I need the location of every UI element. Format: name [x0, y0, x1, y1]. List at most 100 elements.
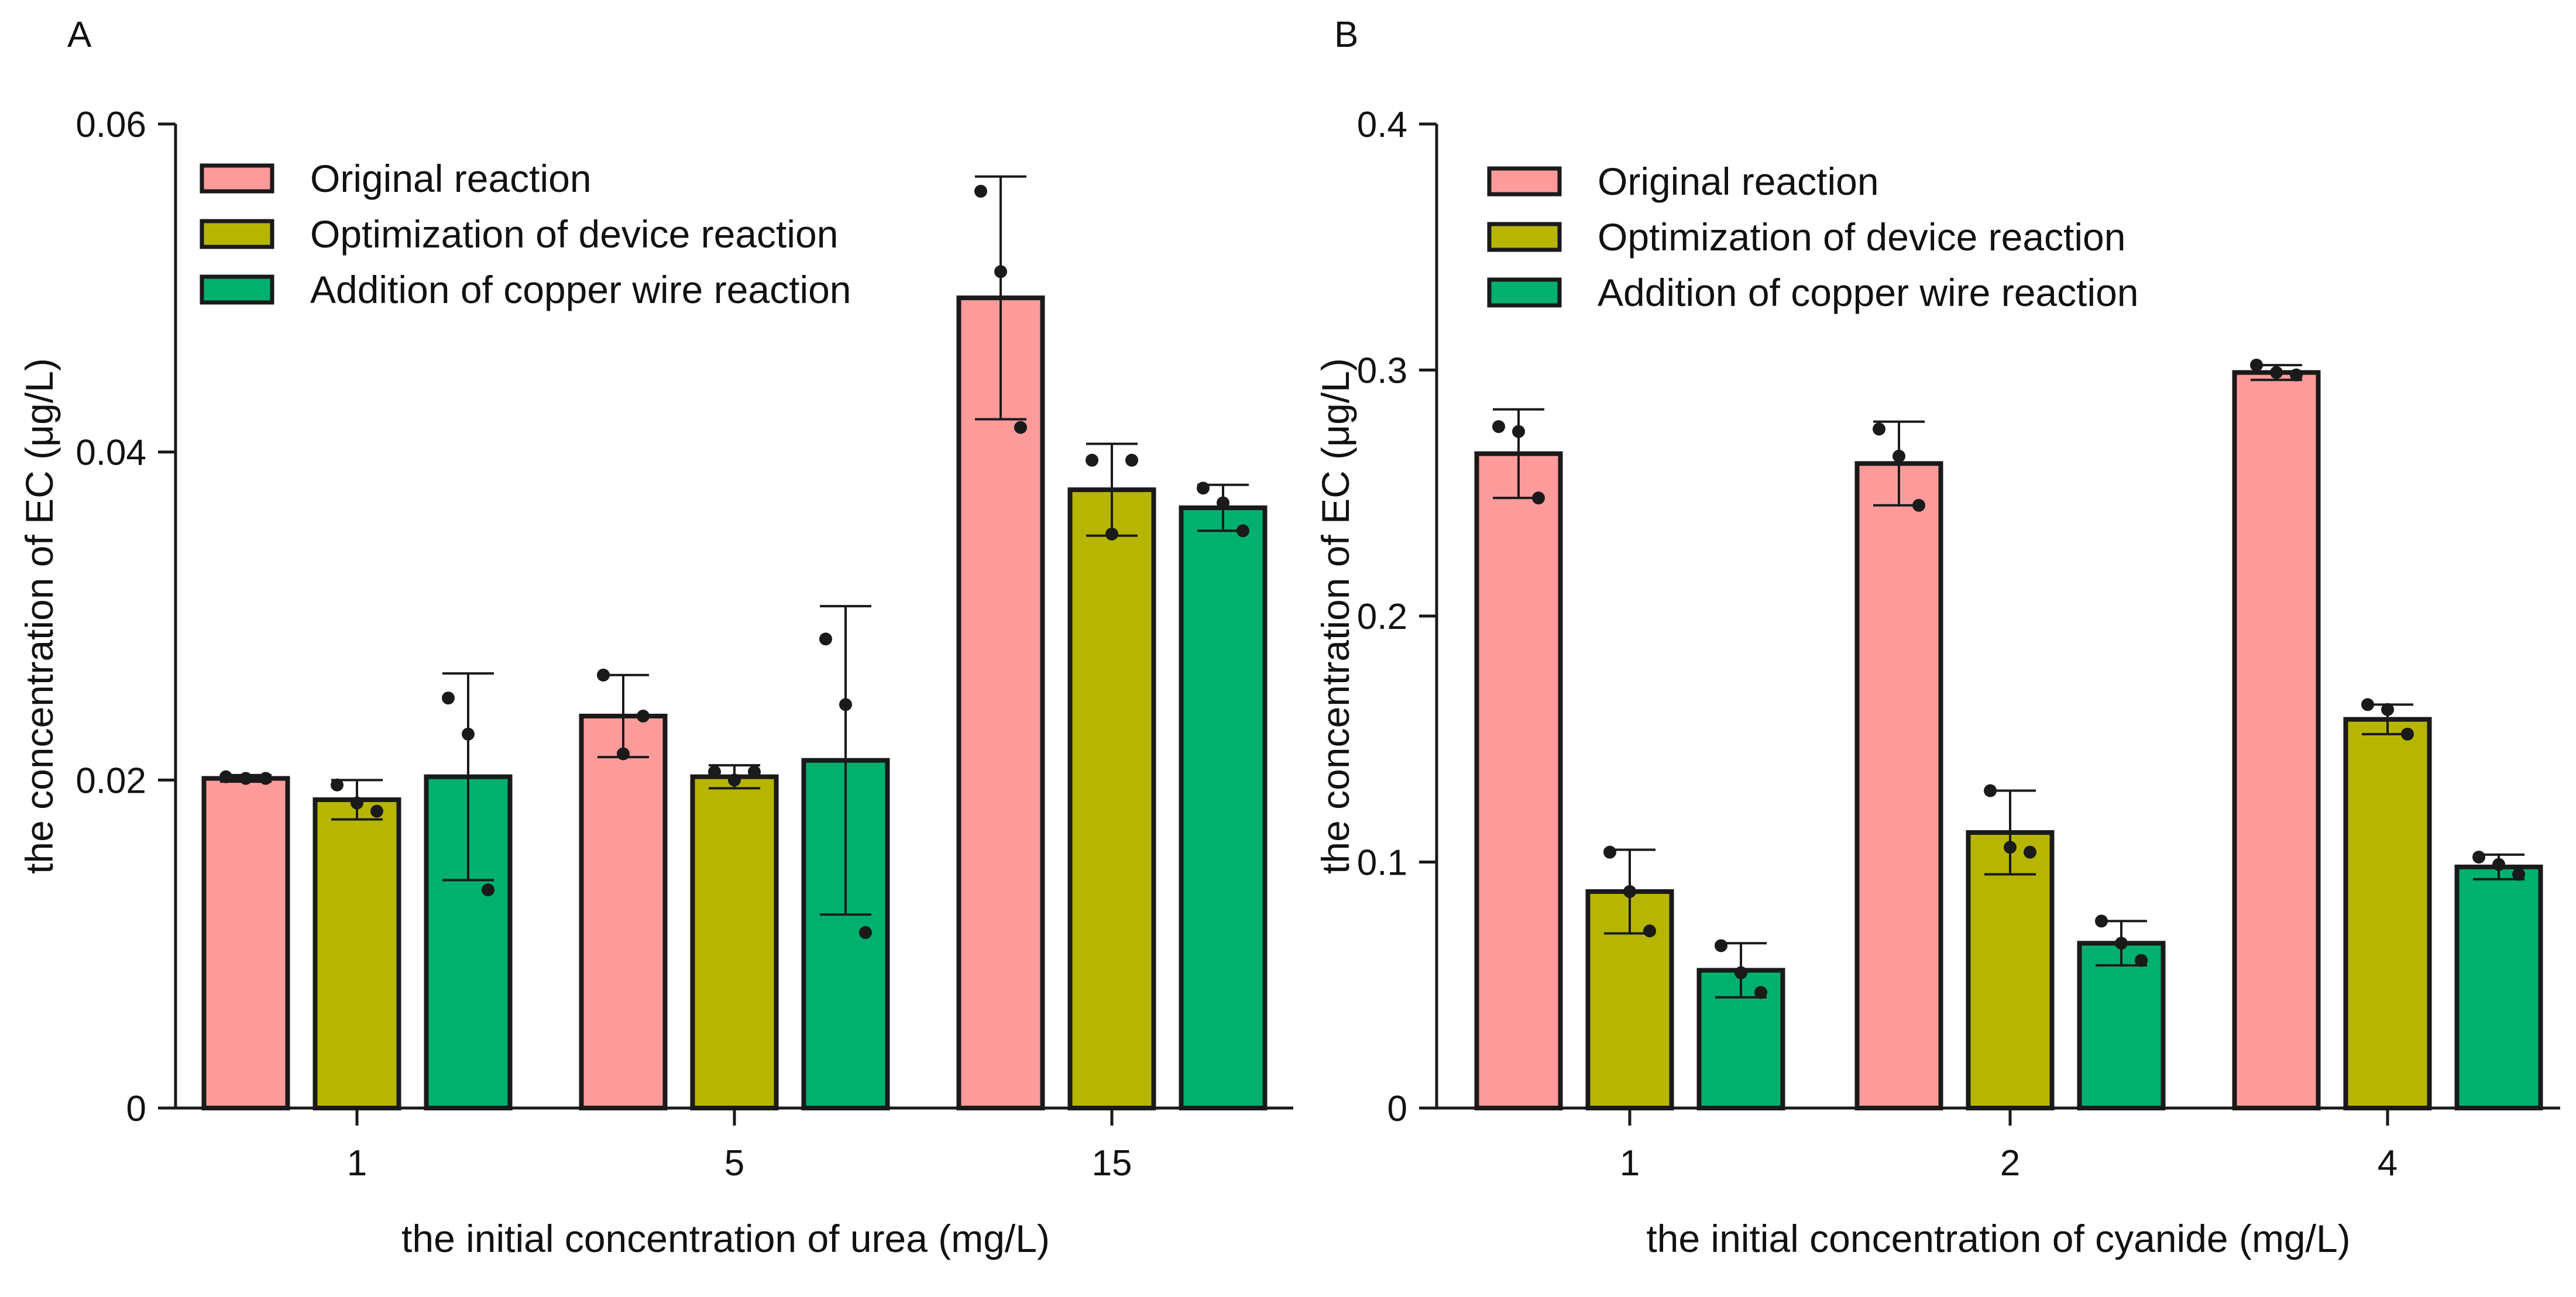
bar: [1179, 505, 1268, 1110]
x-tick-label: 1: [347, 1143, 367, 1184]
data-point: [370, 804, 383, 818]
bar: [2232, 370, 2321, 1111]
data-point: [331, 778, 344, 792]
data-point: [1237, 524, 1249, 538]
bar: [579, 714, 668, 1110]
data-point: [974, 184, 987, 198]
legend: Original reaction Optimization of device …: [200, 157, 851, 311]
legend-swatch: [200, 274, 274, 305]
x-tick-label: 5: [724, 1143, 744, 1184]
y-tick-label: 0.4: [1357, 105, 1407, 145]
legend-label: Optimization of device reaction: [1598, 215, 2125, 259]
data-point: [2361, 698, 2374, 711]
data-point: [1492, 420, 1505, 434]
data-point: [1734, 966, 1747, 979]
x-tick-label: 2: [2000, 1143, 2020, 1184]
y-tick-label: 0: [126, 1089, 146, 1129]
x-axis-title: the initial concentration of urea (mg/L): [401, 1217, 1050, 1260]
data-point: [597, 668, 610, 682]
legend-label: Original reaction: [310, 157, 592, 200]
y-axis-title: the concentration of EC (μg/L): [18, 358, 61, 874]
legend-swatch: [1487, 222, 1562, 252]
data-point: [462, 727, 475, 741]
data-point: [482, 883, 494, 897]
data-point: [351, 796, 363, 810]
data-point: [617, 747, 630, 761]
y-tick-label: 0.04: [75, 433, 146, 473]
data-point: [1984, 784, 1997, 797]
legend-swatch: [1487, 277, 1562, 308]
x-tick-label: 15: [1092, 1143, 1132, 1184]
legend-label: Addition of copper wire reaction: [1598, 271, 2139, 314]
x-axis-title: the initial concentration of cyanide (mg…: [1646, 1217, 2350, 1260]
data-point: [859, 926, 872, 940]
y-tick-label: 0.2: [1357, 597, 1407, 637]
data-point: [1086, 453, 1098, 467]
data-point: [708, 765, 721, 779]
data-point: [2492, 858, 2505, 871]
data-point: [1603, 845, 1616, 859]
y-tick-label: 0.02: [75, 761, 146, 801]
data-point: [1217, 496, 1229, 510]
y-tick-label: 0: [1387, 1089, 1407, 1129]
bar: [1067, 487, 1156, 1110]
bar: [2343, 717, 2432, 1110]
error-bar: [820, 605, 871, 916]
y-tick-label: 0.3: [1357, 351, 1407, 391]
data-point: [2381, 703, 2394, 716]
y-tick-label: 0.1: [1357, 843, 1407, 883]
data-point: [1512, 425, 1525, 438]
data-point: [2095, 914, 2108, 928]
data-point: [1873, 422, 1885, 436]
data-point: [2472, 851, 2485, 864]
data-point: [1197, 481, 1210, 495]
data-point: [1014, 421, 1027, 434]
data-point: [1912, 498, 1925, 512]
error-bar: [975, 175, 1026, 421]
data-point: [219, 770, 232, 783]
data-point: [2004, 841, 2017, 854]
bar: [690, 774, 779, 1110]
data-point: [259, 772, 272, 785]
data-point: [994, 265, 1007, 278]
bar: [312, 797, 401, 1111]
data-point: [748, 765, 761, 779]
data-point: [1125, 453, 1138, 467]
data-point: [1715, 939, 1727, 952]
data-point: [1532, 491, 1545, 505]
bar: [2077, 941, 2166, 1110]
panel-letter: A: [67, 15, 92, 55]
x-tick-label: 4: [2378, 1143, 2398, 1184]
data-point: [442, 691, 455, 705]
data-point: [2270, 366, 2283, 379]
data-point: [2024, 845, 2036, 859]
data-point: [1105, 527, 1118, 541]
error-bar: [442, 672, 494, 882]
legend-swatch: [1487, 166, 1562, 197]
data-point: [728, 773, 741, 787]
legend-swatch: [200, 219, 274, 249]
data-point: [1623, 885, 1636, 898]
data-point: [1892, 449, 1905, 463]
legend-label: Original reaction: [1598, 160, 1879, 203]
data-point: [2115, 937, 2128, 950]
data-point: [2250, 359, 2263, 372]
data-point: [239, 772, 252, 785]
legend: Original reaction Optimization of device …: [1487, 160, 2139, 314]
data-point: [637, 710, 650, 723]
data-point: [819, 632, 832, 646]
bar: [201, 776, 290, 1110]
data-point: [1643, 924, 1656, 938]
y-axis-title: the concentration of EC (μg/L): [1314, 358, 1357, 874]
data-point: [2135, 954, 2148, 967]
legend-label: Optimization of device reaction: [310, 212, 838, 256]
bar: [1966, 830, 2055, 1111]
x-tick-label: 1: [1620, 1143, 1640, 1184]
y-tick-label: 0.06: [75, 105, 146, 145]
data-point: [2401, 727, 2414, 741]
bar: [1854, 461, 1943, 1110]
data-point: [2290, 368, 2303, 381]
legend-label: Addition of copper wire reaction: [310, 268, 851, 311]
